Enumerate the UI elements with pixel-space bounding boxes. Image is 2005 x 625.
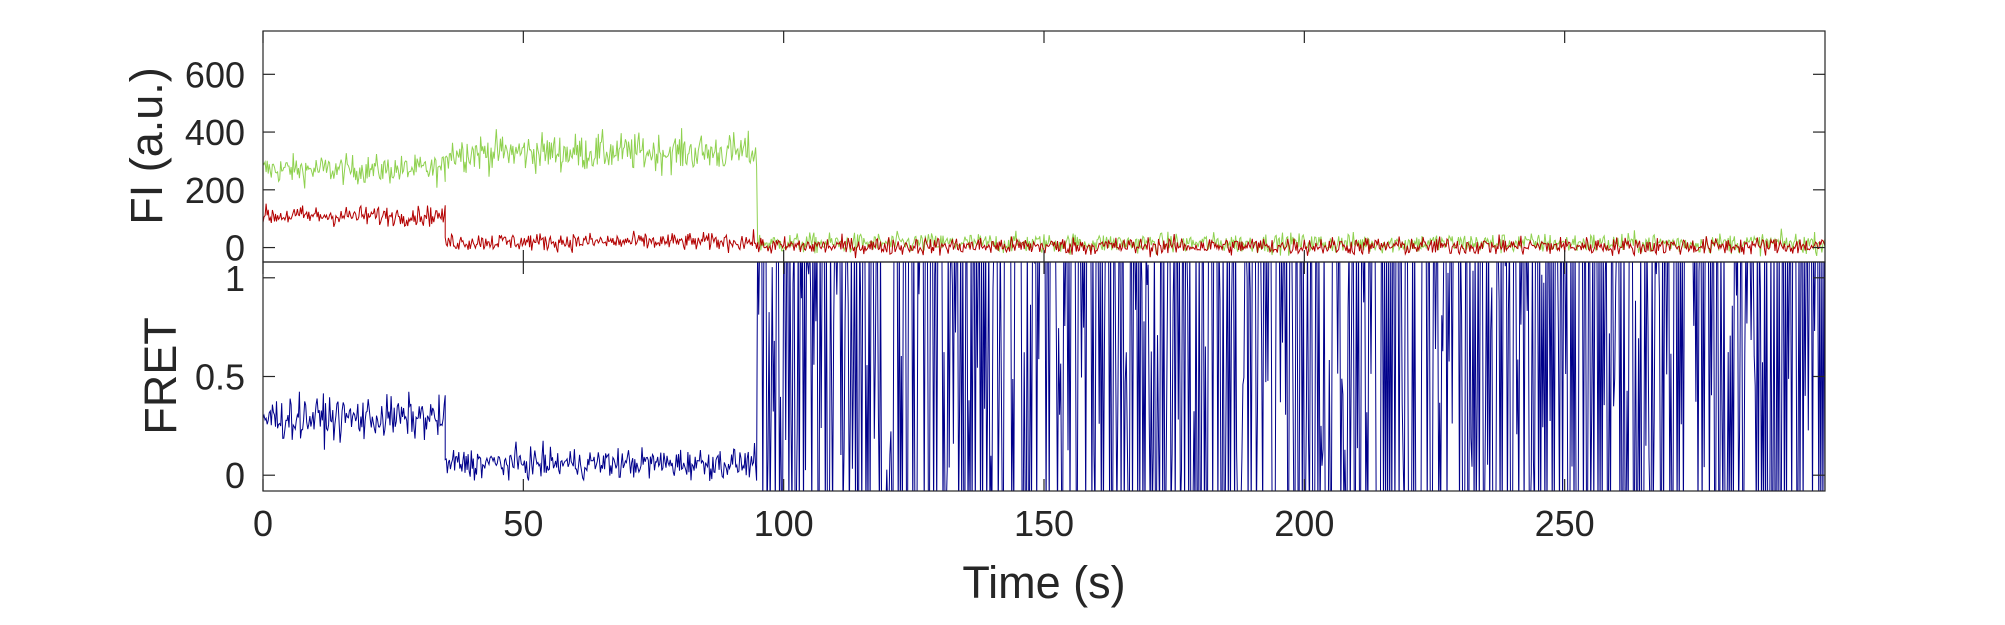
- fret-axis-ticks: 0 0.5 1 0 50 100 150 200 250: [195, 258, 1825, 544]
- fluorescence-panel: 0 200 400 600 FI (a.u.): [121, 31, 1825, 269]
- x-tick-label: 100: [754, 503, 814, 544]
- fluorescence-y-tick-label: 200: [185, 170, 245, 211]
- fluorescence-y-tick-label: 600: [185, 54, 245, 95]
- fret-axes-frame: [262, 261, 1826, 492]
- fret-series-0-line: [263, 262, 1825, 491]
- x-tick-label: 150: [1014, 503, 1074, 544]
- x-tick-label: 250: [1535, 503, 1595, 544]
- fluorescence-y-axis-label: FI (a.u.): [121, 67, 172, 225]
- fret-y-axis-label: FRET: [135, 317, 186, 435]
- fret-panel: 0 0.5 1 0 50 100 150 200 250 FRET Time (s): [135, 258, 1825, 608]
- fret-y-tick-label: 0.5: [195, 357, 245, 398]
- x-axis-label: Time (s): [962, 557, 1125, 608]
- fluorescence-series-0-line: [263, 128, 1825, 257]
- x-tick-label: 200: [1274, 503, 1334, 544]
- fret-y-tick-label: 0: [225, 455, 245, 496]
- fret-y-tick-label: 1: [225, 258, 245, 299]
- x-tick-label: 50: [503, 503, 543, 544]
- x-tick-label: 0: [253, 503, 273, 544]
- fret-traces: [263, 262, 1825, 491]
- fluorescence-y-tick-label: 400: [185, 112, 245, 153]
- fluorescence-y-tick-label: 0: [225, 228, 245, 269]
- fluorescence-y-ticks: 0 200 400 600: [185, 31, 1825, 269]
